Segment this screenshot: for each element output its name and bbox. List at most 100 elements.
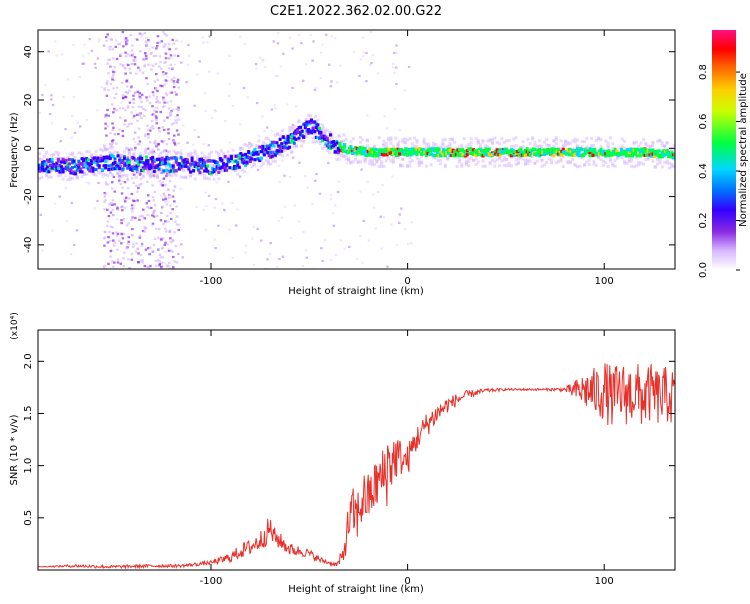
noise-dot <box>162 73 166 76</box>
noise-dot <box>158 260 161 263</box>
noise-dot <box>134 250 138 253</box>
halo-cell <box>153 175 157 178</box>
noise-dot <box>113 96 116 99</box>
x-tick-label: 100 <box>595 576 614 587</box>
noise-dot <box>175 47 178 50</box>
ridge-cell <box>215 161 219 165</box>
noise-dot <box>98 38 101 41</box>
noise-dot <box>144 52 147 55</box>
noise-dot <box>162 177 166 180</box>
noise-dot <box>122 218 125 221</box>
noise-dot <box>104 181 108 184</box>
noise-dot <box>139 183 142 186</box>
halo-cell <box>56 153 60 157</box>
halo-cell <box>120 154 124 158</box>
halo-cell <box>387 156 391 160</box>
ridge-cell <box>483 152 487 157</box>
noise-dot <box>377 190 380 193</box>
noise-dot <box>171 195 175 198</box>
noise-dot <box>148 40 151 43</box>
noise-dot <box>143 65 146 68</box>
noise-dot <box>133 200 136 203</box>
ridge-cell <box>568 148 571 152</box>
halo-cell <box>550 154 553 158</box>
noise-dot <box>161 256 165 259</box>
noise-dot <box>174 116 177 119</box>
noise-dot <box>124 109 127 112</box>
halo-cell <box>373 157 376 161</box>
ridge-cell <box>55 161 59 165</box>
noise-dot <box>157 127 161 130</box>
ridge-cell <box>174 169 178 173</box>
ridge-cell <box>608 151 612 155</box>
noise-dot <box>76 121 79 124</box>
halo-cell <box>311 136 315 140</box>
noise-dot <box>120 242 123 245</box>
noise-dot <box>126 106 130 109</box>
halo-cell <box>491 158 494 162</box>
ridge-cell <box>368 153 372 157</box>
ridge-cell <box>398 152 402 156</box>
noise-dot <box>82 62 86 65</box>
ridge-cell <box>38 166 41 170</box>
noise-dot <box>137 136 140 139</box>
noise-dot <box>166 214 169 217</box>
ridge-cell <box>226 160 230 164</box>
noise-dot <box>144 109 147 112</box>
noise-dot <box>177 252 180 256</box>
noise-dot <box>106 183 109 186</box>
noise-dot <box>106 241 110 244</box>
noise-dot <box>138 114 141 117</box>
ridge-cell <box>122 163 126 168</box>
noise-dot <box>395 83 398 86</box>
noise-dot <box>104 122 107 125</box>
halo-cell <box>498 164 502 168</box>
ridge-cell <box>295 129 299 133</box>
ridge-cell <box>220 158 224 162</box>
noise-dot <box>164 72 168 75</box>
ridge-cell <box>181 158 185 162</box>
halo-cell <box>111 151 115 155</box>
ridge-cell <box>288 145 292 149</box>
noise-dot <box>141 259 144 262</box>
halo-cell <box>45 151 49 155</box>
ridge-cell <box>583 151 587 155</box>
halo-cell <box>424 142 428 146</box>
ridge-cell <box>338 148 342 152</box>
ridge-cell <box>82 157 85 161</box>
ridge-cell <box>552 147 556 151</box>
noise-dot <box>156 89 159 93</box>
ridge-cell <box>379 152 383 156</box>
noise-dot <box>385 127 389 130</box>
snr-xlabel: Height of straight line (km) <box>288 584 424 595</box>
halo-cell <box>462 156 466 160</box>
ridge-cell <box>119 160 123 164</box>
colorbar-gradient <box>712 30 736 270</box>
halo-cell <box>278 134 282 138</box>
halo-cell <box>311 132 315 136</box>
halo-cell <box>358 160 362 164</box>
noise-dot <box>144 248 148 251</box>
noise-dot <box>142 208 145 211</box>
halo-cell <box>620 137 624 141</box>
halo-cell <box>448 144 452 148</box>
noise-dot <box>120 233 124 236</box>
halo-cell <box>417 160 421 164</box>
spectrogram-xlabel: Height of straight line (km) <box>288 286 424 297</box>
ridge-cell <box>668 152 672 156</box>
noise-dot <box>332 224 336 227</box>
halo-cell <box>656 158 660 162</box>
halo-cell <box>408 137 412 141</box>
ridge-cell <box>245 160 249 164</box>
noise-dot <box>172 86 176 89</box>
ridge-cell <box>623 149 627 153</box>
noise-dot <box>130 159 134 162</box>
halo-cell <box>156 173 159 177</box>
halo-cell <box>495 141 499 144</box>
noise-dot <box>88 182 91 185</box>
halo-cell <box>538 139 542 143</box>
halo-cell <box>474 157 478 161</box>
noise-dot <box>153 237 157 240</box>
noise-dot <box>314 86 318 90</box>
